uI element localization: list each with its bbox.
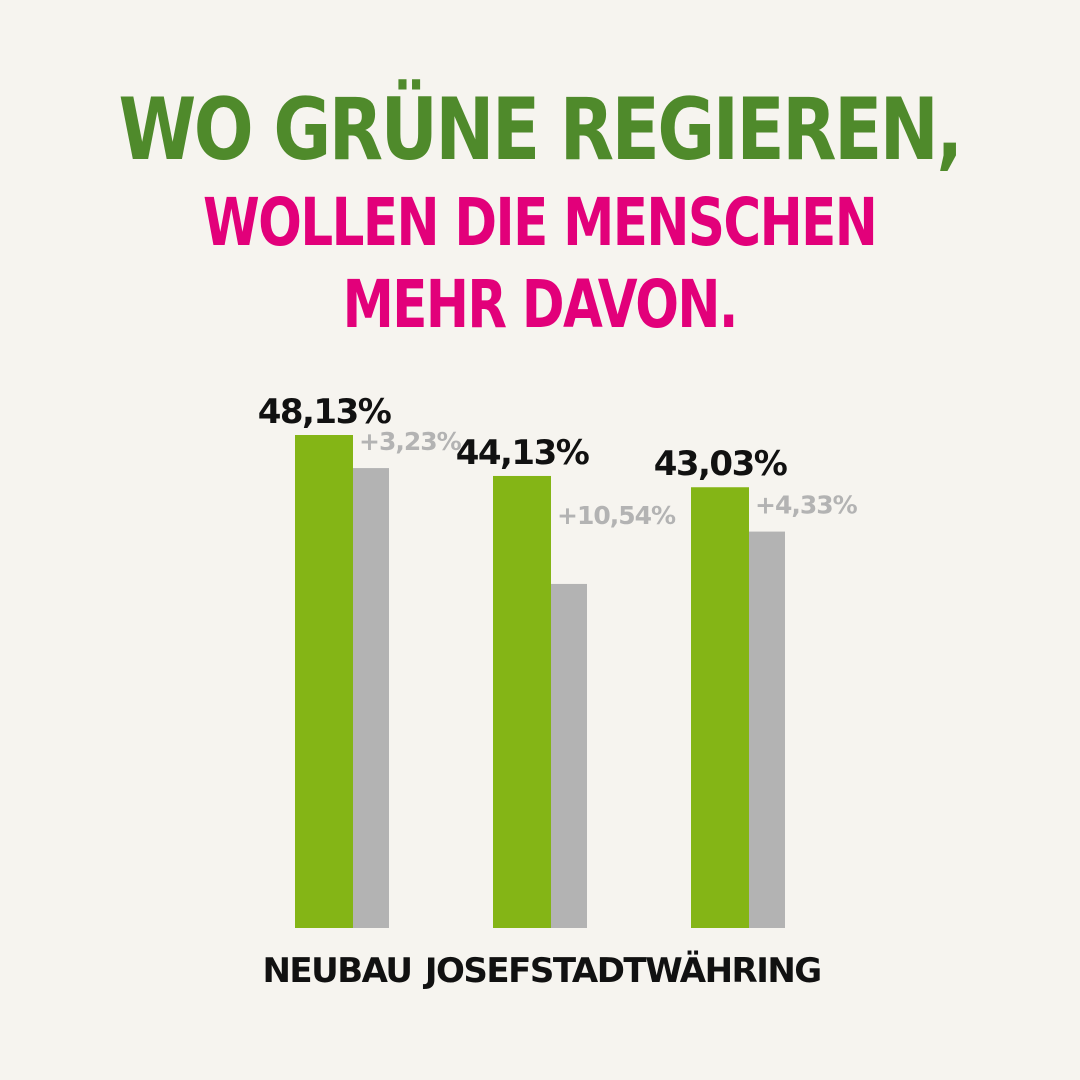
headline: WO GRÜNE REGIEREN, WOLLEN DIE MENSCHEN M…	[0, 78, 1080, 346]
category-label-neubau: NEUBAU	[262, 951, 411, 991]
bar-gray-josefstadt	[551, 583, 587, 928]
bar-gray-neubau	[353, 468, 389, 928]
bar-green-neubau	[295, 435, 353, 928]
delta-label-josefstadt: +10,54%	[557, 501, 676, 530]
delta-label-neubau: +3,23%	[359, 427, 462, 456]
delta-label-whring: +4,33%	[755, 491, 858, 520]
headline-line-2: WOLLEN DIE MENSCHEN	[203, 184, 878, 261]
headline-line-1: WO GRÜNE REGIEREN,	[118, 80, 964, 180]
headline-line-3: MEHR DAVON.	[342, 266, 739, 343]
category-label-josefstadt: JOSEFSTADT	[423, 951, 648, 991]
bar-green-josefstadt	[493, 475, 551, 928]
value-label-neubau: 48,13%	[258, 392, 391, 432]
value-label-josefstadt: 44,13%	[456, 433, 589, 473]
category-label-whring: WÄHRING	[645, 950, 820, 991]
bar-green-whring	[691, 487, 749, 928]
bar-gray-whring	[749, 531, 785, 928]
value-label-whring: 43,03%	[654, 444, 787, 484]
